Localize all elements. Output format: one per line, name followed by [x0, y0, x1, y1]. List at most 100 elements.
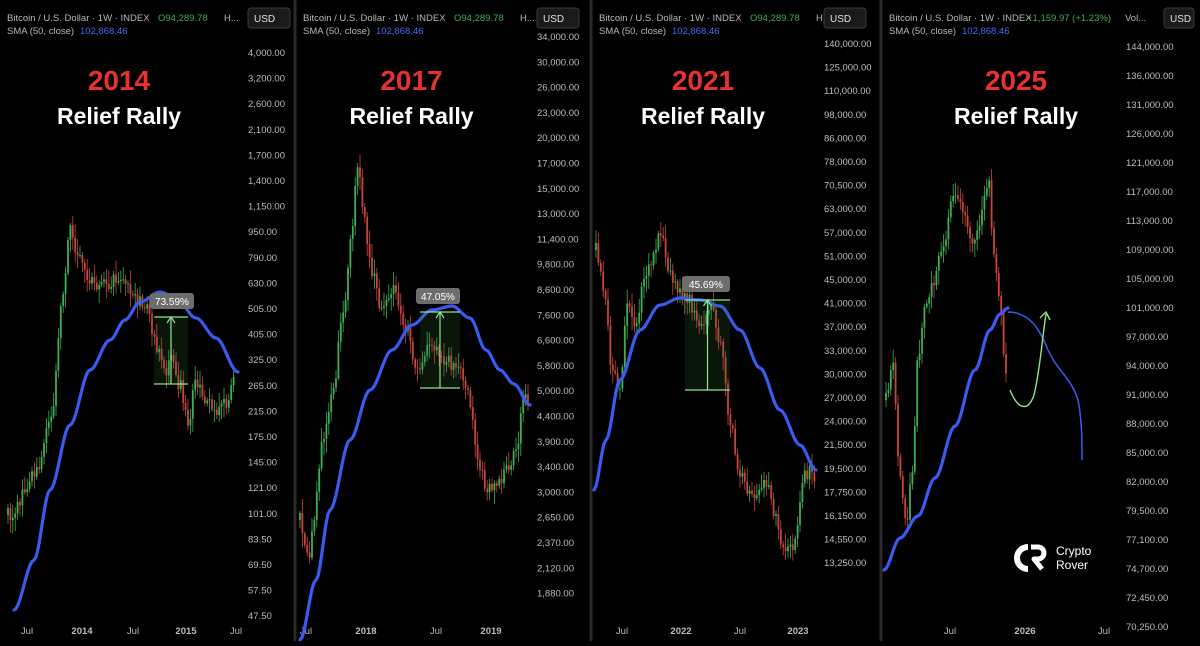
usd-button-label[interactable]: USD	[1170, 14, 1191, 25]
usd-button-label[interactable]: USD	[254, 14, 275, 25]
candle-body	[356, 167, 359, 186]
candle-body	[115, 274, 117, 283]
candle-body	[727, 383, 729, 415]
y-tick-label: 136,000.00	[1126, 71, 1174, 82]
candle-body	[679, 288, 681, 293]
candle-body	[378, 288, 381, 309]
candle-body	[399, 305, 402, 314]
usd-button[interactable]	[823, 7, 867, 29]
usd-button-label[interactable]: USD	[543, 14, 564, 25]
candle-body	[402, 313, 405, 325]
candle-body	[700, 324, 703, 327]
sma-label: SMA (50, close)	[599, 26, 666, 37]
y-tick-label: 70,500.00	[824, 181, 866, 192]
candle-body	[332, 387, 335, 395]
candle-body	[450, 355, 453, 370]
candle-body	[760, 488, 763, 490]
x-tick-label: 2018	[355, 626, 376, 637]
candle-body	[791, 544, 794, 551]
candle-body	[325, 423, 328, 439]
candle-body	[107, 284, 110, 289]
y-tick-label: 78,000.00	[824, 157, 866, 168]
candle-body	[428, 344, 431, 346]
y-tick-label: 131,000.00	[1126, 100, 1174, 111]
candle-body	[471, 407, 474, 420]
candle-body	[906, 518, 909, 520]
candle-body	[925, 303, 928, 307]
percent-badge-label: 47.05%	[421, 292, 455, 303]
candle-body	[631, 306, 633, 318]
y-tick-label: 126,000.00	[1126, 129, 1174, 140]
candle-body	[515, 449, 517, 451]
y-tick-label: 101,000.00	[1126, 303, 1174, 314]
candle-body	[81, 255, 84, 263]
candle-body	[715, 309, 717, 328]
candle-body	[313, 519, 316, 532]
candle-body	[206, 400, 209, 404]
candle-body	[698, 320, 701, 327]
y-tick-label: 74,700.00	[1126, 564, 1168, 575]
candle-body	[213, 409, 216, 411]
candle-body	[395, 285, 397, 293]
candle-body	[189, 418, 192, 426]
y-tick-label: 51,000.00	[824, 251, 866, 262]
y-tick-label: 1,150.00	[248, 202, 285, 213]
candle-body	[196, 379, 199, 388]
candle-body	[493, 483, 496, 491]
candle-body	[62, 293, 65, 306]
candle-body	[230, 385, 233, 401]
candle-body	[763, 479, 765, 489]
candle-body	[599, 262, 602, 272]
candle-body	[892, 362, 895, 371]
candle-body	[724, 357, 727, 384]
candle-body	[779, 529, 782, 545]
header-value: O94,289.78	[158, 13, 208, 24]
usd-button[interactable]	[536, 7, 580, 29]
header-pair: Bitcoin / U.S. Dollar · 1W · INDEX	[7, 13, 150, 24]
y-tick-label: 98,000.00	[824, 110, 866, 121]
chart-subtitle: Relief Rally	[641, 103, 765, 129]
y-tick-label: 265.00	[248, 381, 277, 392]
candle-body	[124, 279, 127, 284]
candle-body	[232, 377, 235, 386]
candle-body	[652, 252, 655, 266]
candle-body	[976, 230, 979, 240]
candle-body	[743, 472, 746, 482]
y-tick-label: 7,600.00	[537, 310, 574, 321]
usd-button[interactable]	[247, 7, 291, 29]
candle-body	[949, 201, 952, 218]
candle-body	[964, 211, 967, 216]
y-tick-label: 30,000.00	[824, 369, 866, 380]
candle-body	[14, 513, 17, 518]
chart-subtitle: Relief Rally	[954, 103, 1078, 129]
candle-body	[751, 490, 753, 495]
y-tick-label: 45,000.00	[824, 275, 866, 286]
candle-body	[595, 243, 597, 250]
y-tick-label: 505.00	[248, 304, 277, 315]
candle-body	[767, 485, 770, 487]
candle-body	[775, 514, 777, 516]
usd-button-label[interactable]: USD	[830, 14, 851, 25]
candle-body	[491, 483, 493, 491]
candle-body	[811, 466, 813, 473]
candle-body	[746, 481, 749, 494]
candle-body	[741, 472, 744, 477]
header-value: O94,289.78	[454, 13, 504, 24]
candle-body	[19, 501, 21, 506]
candle-body	[55, 370, 57, 407]
candle-body	[74, 237, 77, 253]
candle-body	[375, 273, 378, 289]
candle-body	[143, 307, 146, 309]
chart-year-title: 2014	[88, 65, 151, 96]
candle-body	[131, 293, 134, 295]
candle-body	[426, 345, 429, 357]
candle-body	[904, 498, 907, 519]
y-tick-label: 17,000.00	[537, 159, 579, 170]
measure-arrowhead	[166, 315, 176, 324]
usd-button[interactable]	[1163, 7, 1195, 29]
candle-body	[739, 469, 741, 477]
candle-body	[339, 322, 342, 342]
candle-body	[901, 476, 904, 499]
candle-body	[351, 226, 354, 240]
candle-body	[635, 323, 638, 327]
